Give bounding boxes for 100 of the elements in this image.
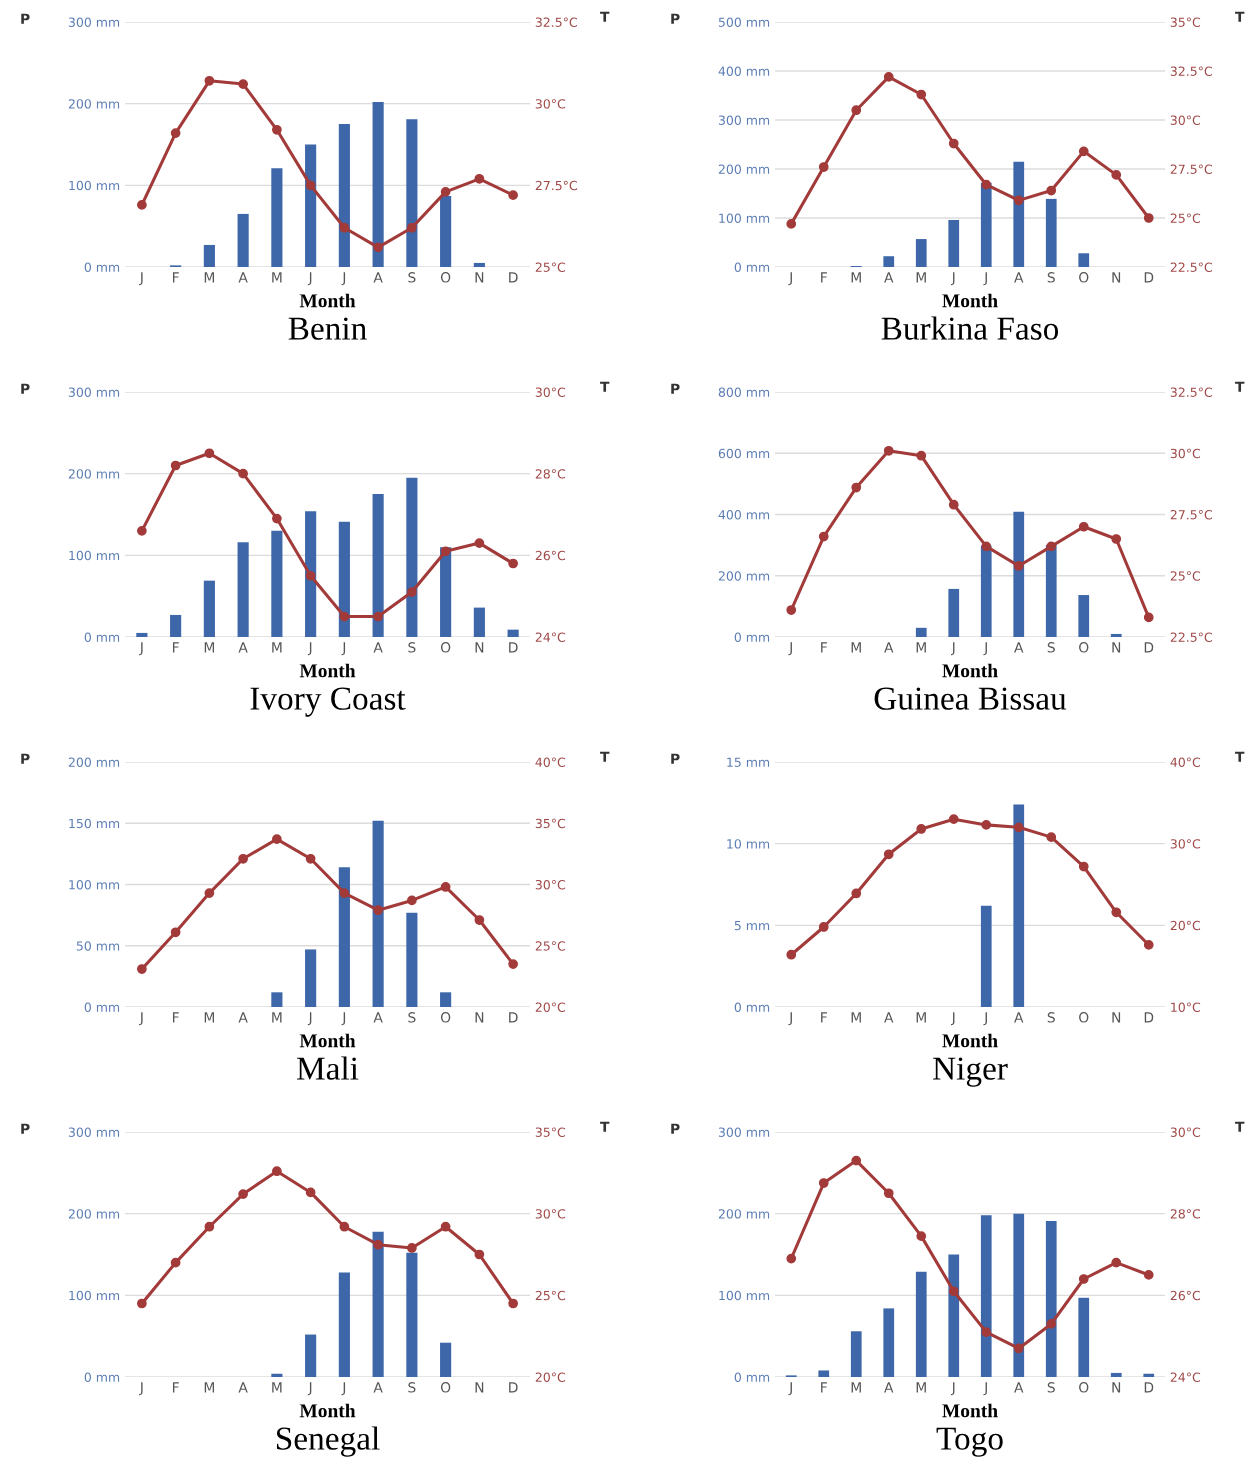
x-axis-title: Month [942,293,998,308]
y-tick-label: 100 mm [69,550,120,561]
y-tick-label: 200 mm [68,99,120,109]
y2-tick-label: 35°C [535,818,566,829]
x-tick-label: N [475,642,484,653]
point [272,124,282,135]
bar [980,1215,992,1377]
y2-tick-label: 30°C [535,879,566,890]
point [786,949,797,960]
x-tick-label: O [440,272,451,283]
point [305,180,316,191]
point [916,450,927,461]
point [851,105,862,116]
point [1078,861,1089,872]
bar [406,1252,418,1377]
x-tick-label: S [408,272,416,283]
point [1143,940,1154,950]
y2-tick-label: 30°C [535,1209,566,1219]
x-tick-label: M [272,272,282,283]
x-tick-label: S [1047,1382,1055,1393]
x-tick-label: M [204,642,215,653]
y2-tick-label: 20°C [1170,920,1201,931]
text: Benin [288,317,367,340]
bar [440,1342,452,1377]
y-tick-label: 200 mm [68,1209,120,1219]
x-tick-label: D [1144,1382,1154,1393]
y-axis-title: P [21,753,30,764]
point [373,1239,383,1250]
point [1013,822,1024,833]
point [137,525,147,536]
x-tick-label: A [373,272,383,283]
point [818,922,829,932]
x-tick-label: M [204,272,215,283]
x-tick-label: J [983,1012,987,1026]
point [508,1298,518,1309]
point [238,79,248,89]
y2-tick-label: 20°C [535,1372,566,1382]
point [1111,907,1122,918]
bar [271,992,283,1007]
bar [948,588,960,637]
x-tick-label: A [373,1382,383,1393]
x-tick-label: S [408,1382,416,1393]
point [1078,521,1089,532]
bar [203,580,215,637]
x-tick-label: J [950,642,955,656]
y-tick-label: 300 mm [68,387,120,397]
x-tick-label: D [1144,642,1154,653]
x-tick-label: M [272,642,282,653]
y2-tick-label: 32.5°C [1170,387,1212,397]
y2-tick-label: 26°C [1170,1290,1201,1301]
point [981,541,992,552]
bar [915,239,927,267]
y2-tick-label: 30°C [1170,1127,1201,1137]
point [916,824,927,834]
bar [136,632,148,637]
x-tick-label: J [341,1012,346,1026]
point [238,853,248,864]
x-tick-label: O [1079,1012,1089,1023]
x-tick-label: J [307,642,312,656]
y2-tick-label: 28°C [535,469,566,479]
y2-axis-title: T [600,751,610,762]
point [786,605,797,615]
x-tick-label: J [983,642,987,656]
y2-tick-label: 20°C [535,1002,566,1012]
bar [1078,1297,1090,1377]
bar [915,1271,927,1377]
x-tick-label: J [950,1012,955,1026]
point [474,173,485,184]
point [137,1298,147,1309]
point [339,1221,350,1232]
point [272,834,282,845]
bar [305,949,317,1007]
point [305,570,316,581]
point [373,611,383,622]
x-tick-label: J [307,1382,312,1396]
y-tick-label: 50 mm [76,941,120,951]
y2-tick-label: 25°C [535,941,566,951]
text: Togo [936,1427,1003,1457]
x-tick-label: J [139,1382,143,1396]
x-tick-label: D [509,642,518,653]
y-tick-label: 200 mm [68,757,120,767]
x-tick-label: M [204,1382,215,1393]
y2-axis-title: T [1235,1121,1245,1132]
bar [1143,1373,1155,1377]
y-tick-label: 100 mm [719,1290,770,1301]
bar [203,244,215,267]
point [1078,1274,1089,1284]
point [1013,561,1024,571]
point [786,219,797,229]
x-tick-label: M [916,1382,926,1393]
y-tick-label: 100 mm [69,879,120,890]
bar [406,912,418,1007]
y2-tick-label: 28°C [1170,1209,1201,1219]
point [305,853,316,864]
point [339,222,350,233]
bar [1110,633,1122,637]
x-tick-label: F [821,1012,827,1023]
y-axis-title: P [21,13,30,24]
y2-tick-label: 30°C [1170,448,1201,459]
y-axis-title: P [671,753,680,764]
